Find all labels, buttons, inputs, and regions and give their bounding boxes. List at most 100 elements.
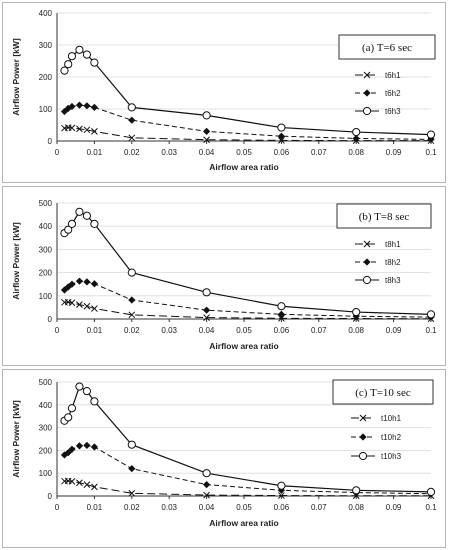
data-point-circle bbox=[277, 123, 286, 132]
data-point-circle bbox=[426, 310, 436, 319]
x-tick-label: 0.06 bbox=[274, 326, 290, 335]
data-point-x bbox=[128, 489, 136, 497]
x-tick-label: 0.03 bbox=[161, 326, 177, 335]
data-point-circle bbox=[82, 387, 92, 396]
x-tick-label: 0.1 bbox=[425, 326, 437, 335]
x-tick-label: 0.03 bbox=[161, 148, 177, 157]
data-point-x bbox=[278, 492, 285, 499]
data-point-diamond bbox=[90, 443, 98, 451]
x-axis-title: Airflow area ratio bbox=[209, 162, 278, 172]
y-tick-label: 200 bbox=[39, 269, 53, 278]
data-point-x bbox=[91, 483, 98, 491]
x-tick-label: 0.01 bbox=[87, 326, 103, 335]
data-point-circle bbox=[127, 268, 136, 277]
data-point-circle bbox=[202, 469, 211, 478]
x-tick-label: 0 bbox=[55, 503, 60, 512]
data-point-diamond bbox=[128, 465, 136, 473]
data-point-circle bbox=[127, 103, 136, 112]
data-point-diamond bbox=[90, 280, 98, 288]
y-tick-label: 0 bbox=[48, 492, 53, 501]
x-tick-label: 0 bbox=[55, 326, 60, 335]
data-point-x bbox=[278, 314, 285, 322]
data-point-x bbox=[68, 299, 76, 307]
chart-svg-b: 0 100 200 300 400 500 0 0.01 0.02 0.03 0.04 0.05 0.0… bbox=[11, 199, 437, 351]
x-tick-label: 0.02 bbox=[124, 326, 140, 335]
series-line-t10h2 bbox=[64, 444, 432, 495]
x-tick-label: 0.08 bbox=[348, 326, 364, 335]
series-line-t10h1 bbox=[64, 480, 431, 497]
data-point-circle bbox=[60, 66, 69, 75]
legend-label: t8h2 bbox=[385, 258, 401, 267]
data-point-circle bbox=[202, 288, 211, 297]
legend-label: t10h1 bbox=[381, 414, 402, 423]
data-point-diamond bbox=[203, 127, 211, 135]
chart-title-box bbox=[332, 379, 434, 405]
y-axis-title: Airflow Power [kW] bbox=[11, 222, 21, 300]
x-tick-label: 0.03 bbox=[161, 503, 177, 512]
x-tick-label: 0.09 bbox=[386, 148, 402, 157]
x-tick-label: 0.04 bbox=[199, 503, 215, 512]
data-point-circle bbox=[90, 219, 99, 228]
data-point-circle bbox=[64, 413, 73, 422]
data-point-diamond bbox=[203, 306, 211, 314]
data-point-circle bbox=[67, 404, 77, 413]
y-tick-label: 300 bbox=[39, 245, 53, 254]
y-tick-label: 300 bbox=[39, 424, 53, 433]
x-tick-label: 0.07 bbox=[311, 503, 327, 512]
x-tick-label: 0.06 bbox=[274, 503, 290, 512]
data-point-diamond bbox=[90, 103, 98, 111]
data-point-x bbox=[76, 125, 83, 133]
data-point-diamond bbox=[128, 116, 136, 124]
x-tick-label: 0.07 bbox=[311, 148, 327, 157]
chart-panel-a: 0 100 200 300 400 0 0.01 0.02 0.03 0.04 0.05 0.06 0.… bbox=[2, 2, 446, 183]
y-tick-label: 500 bbox=[39, 199, 53, 208]
series-line-t8h2 bbox=[64, 280, 432, 318]
chart-svg-c: 0 100 200 300 400 500 0 0.01 0.02 0.03 0.04 0.05 0.0… bbox=[11, 378, 437, 528]
data-point-x bbox=[83, 302, 91, 310]
x-tick-label: 0.1 bbox=[425, 503, 437, 512]
legend-label: t8h3 bbox=[385, 276, 401, 285]
x-tick-label: 0.06 bbox=[274, 148, 290, 157]
data-point-x bbox=[83, 126, 91, 134]
y-tick-label: 200 bbox=[39, 446, 53, 455]
data-point-circle bbox=[82, 211, 92, 220]
data-point-circle bbox=[90, 58, 99, 67]
x-tick-label: 0.02 bbox=[124, 503, 140, 512]
x-tick-label: 0.04 bbox=[199, 148, 215, 157]
legend-label: t10h2 bbox=[381, 433, 402, 442]
data-point-x bbox=[203, 136, 210, 144]
chart-panel-c: 0 100 200 300 400 500 0 0.01 0.02 0.03 0.04 0.05 0.0… bbox=[2, 369, 446, 548]
x-tick-label: 0.09 bbox=[386, 503, 402, 512]
y-tick-label: 100 bbox=[39, 105, 53, 114]
legend-label: t8h1 bbox=[385, 240, 401, 249]
x-tick-label: 0.01 bbox=[87, 148, 103, 157]
x-tick-label: 0.09 bbox=[386, 326, 402, 335]
data-point-x bbox=[128, 311, 136, 319]
data-point-circle bbox=[75, 382, 84, 391]
legend-label: t6h3 bbox=[385, 107, 401, 116]
chart-title: (c) T=10 sec bbox=[355, 387, 411, 399]
x-tick-label: 0.08 bbox=[348, 503, 364, 512]
data-point-x bbox=[83, 481, 91, 488]
data-point-diamond bbox=[277, 132, 285, 140]
data-point-diamond bbox=[363, 258, 371, 266]
data-point-circle bbox=[426, 130, 436, 139]
y-axis-title: Airflow Power [kW] bbox=[11, 400, 21, 478]
chart-svg-a: 0 100 200 300 400 0 0.01 0.02 0.03 0.04 0.05 0.06 0.… bbox=[11, 9, 437, 172]
data-point-circle bbox=[352, 486, 361, 495]
x-tick-label: 0.01 bbox=[87, 503, 103, 512]
data-point-circle bbox=[362, 106, 372, 116]
legend-label: t6h2 bbox=[385, 89, 401, 98]
y-tick-label: 400 bbox=[39, 401, 53, 410]
chart-title: (a) T=6 sec bbox=[362, 42, 412, 54]
data-point-x bbox=[363, 71, 371, 79]
data-point-diamond bbox=[359, 433, 367, 441]
x-tick-label: 0.05 bbox=[236, 503, 252, 512]
data-point-diamond bbox=[75, 101, 84, 109]
data-point-diamond bbox=[128, 296, 136, 304]
chart-title-box bbox=[336, 203, 432, 229]
x-tick-label: 0.1 bbox=[425, 148, 437, 157]
data-point-diamond bbox=[75, 277, 84, 285]
data-point-diamond bbox=[68, 102, 76, 111]
data-point-circle bbox=[127, 440, 136, 449]
